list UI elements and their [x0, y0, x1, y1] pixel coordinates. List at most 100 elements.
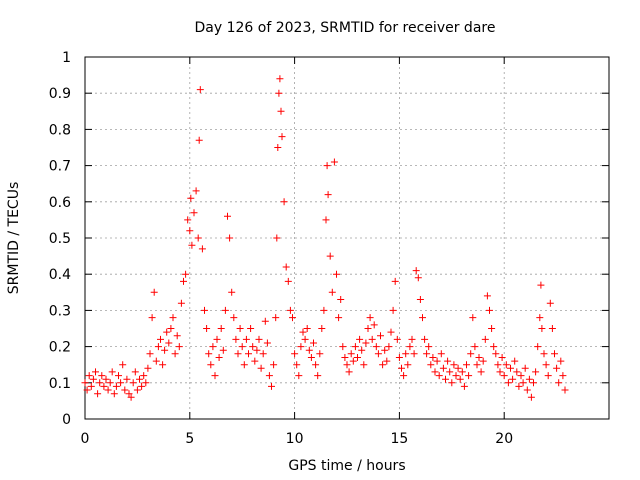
data-point: [245, 350, 252, 358]
data-point: [131, 368, 139, 376]
data-point: [419, 314, 426, 322]
data-point: [425, 343, 433, 351]
data-point: [559, 372, 567, 380]
data-point: [108, 368, 116, 376]
data-point: [209, 343, 217, 351]
x-axis-label: GPS time / hours: [288, 458, 405, 474]
data-point: [437, 350, 445, 358]
data-point: [523, 386, 531, 394]
data-point: [188, 241, 196, 249]
data-point: [416, 296, 424, 303]
data-point: [557, 357, 565, 365]
data-point: [431, 368, 439, 376]
data-point: [144, 364, 152, 372]
data-point: [339, 343, 347, 351]
data-point: [530, 379, 537, 387]
data-point: [276, 75, 284, 83]
data-point: [104, 386, 112, 394]
data-point: [421, 335, 429, 343]
y-tick-label: 0.5: [49, 231, 71, 247]
data-point: [467, 350, 475, 358]
data-point: [320, 306, 328, 314]
data-point: [175, 343, 183, 351]
data-point: [299, 328, 307, 336]
data-point: [446, 368, 454, 376]
data-point: [540, 350, 548, 358]
data-point: [551, 350, 558, 358]
data-point: [273, 234, 281, 242]
data-point: [498, 354, 506, 361]
data-point: [177, 299, 185, 307]
data-point: [477, 368, 485, 376]
data-point: [324, 191, 332, 199]
data-point: [536, 314, 544, 322]
y-tick-label: 0: [62, 412, 71, 428]
data-point: [295, 372, 303, 380]
data-point: [538, 325, 546, 332]
data-point: [328, 288, 336, 296]
data-point: [517, 372, 525, 380]
y-tick-label: 0.2: [49, 340, 71, 356]
data-point: [194, 234, 202, 242]
data-point: [110, 390, 118, 398]
data-point: [307, 354, 315, 361]
data-point: [284, 277, 292, 285]
data-point: [305, 346, 313, 354]
data-point: [251, 357, 259, 365]
data-point: [408, 335, 416, 343]
data-point: [410, 350, 418, 358]
data-point: [182, 270, 190, 278]
data-point: [370, 321, 378, 329]
data-point: [544, 372, 552, 380]
data-point: [140, 372, 148, 380]
data-point: [192, 187, 200, 195]
data-point: [123, 375, 131, 383]
data-point: [354, 354, 361, 361]
data-point: [511, 357, 519, 365]
data-point: [532, 368, 540, 376]
y-tick-label: 0.1: [49, 376, 71, 392]
data-point: [205, 350, 213, 358]
x-tick-label: 10: [286, 431, 304, 447]
data-point: [240, 361, 248, 369]
data-point: [152, 357, 160, 365]
data-point: [201, 306, 208, 314]
data-point: [486, 306, 493, 314]
data-point: [479, 357, 487, 365]
data-point: [232, 335, 240, 343]
data-point: [395, 354, 403, 361]
data-point: [381, 346, 389, 354]
data-point: [322, 216, 330, 224]
data-point: [351, 343, 359, 351]
axis-ticks: 00.10.20.30.40.50.60.70.80.910 5 10 15 20: [49, 50, 609, 447]
data-point: [167, 325, 175, 332]
data-point: [261, 317, 269, 325]
data-point: [163, 328, 171, 336]
data-point: [504, 379, 512, 387]
data-point: [318, 325, 326, 332]
data-point: [509, 375, 517, 383]
data-point: [507, 364, 514, 372]
data-point: [85, 372, 93, 380]
data-point: [195, 136, 203, 144]
data-point: [173, 332, 181, 340]
data-point: [207, 361, 215, 369]
data-point: [475, 354, 483, 361]
data-point: [293, 361, 301, 369]
data-point: [337, 296, 345, 303]
data-point: [187, 194, 195, 202]
data-point: [136, 375, 143, 383]
data-point: [391, 277, 399, 285]
data-point: [270, 361, 278, 369]
data-point: [456, 375, 464, 383]
data-point: [473, 361, 481, 369]
data-point: [492, 350, 500, 358]
data-point: [100, 382, 108, 390]
data-point: [561, 386, 569, 394]
data-point: [129, 379, 137, 387]
data-point: [257, 364, 265, 372]
data-point: [502, 361, 510, 369]
data-point: [106, 379, 114, 387]
data-point: [142, 379, 150, 387]
gridlines: [85, 57, 609, 419]
